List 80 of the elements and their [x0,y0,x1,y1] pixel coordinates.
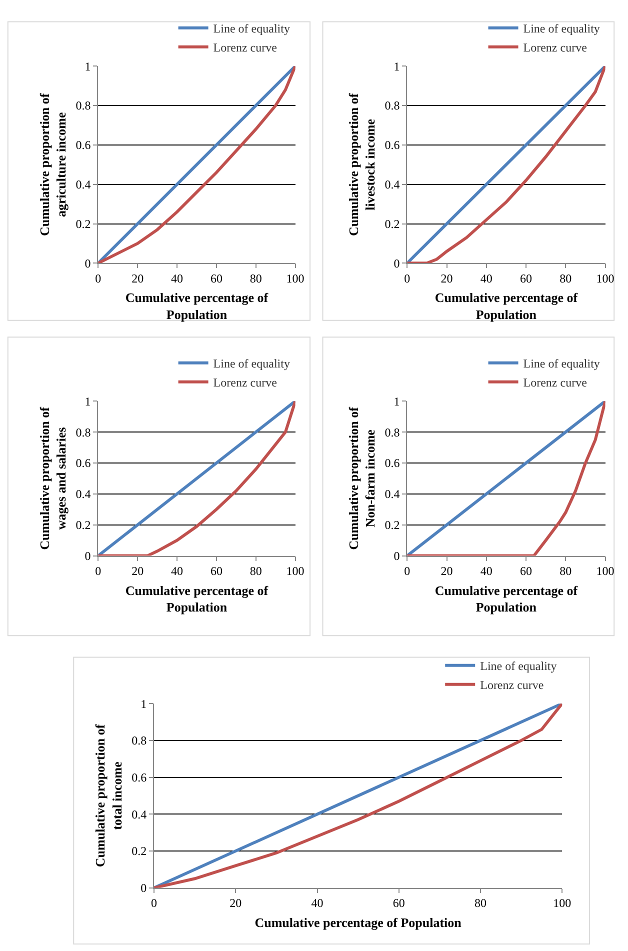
y-tick-label: 0 [84,549,91,563]
x-axis-title: Cumulative percentage of Population [125,582,269,615]
x-tick-label: 40 [311,896,324,910]
x-tick-label: 0 [95,272,102,286]
y-tick-label: 0.4 [76,178,91,192]
y-tick-label: 0 [394,256,400,270]
legend-label: Lorenz curve [523,376,587,390]
y-tick-label: 0.4 [384,487,400,502]
x-tick-label: 20 [132,272,144,286]
y-tick-label: 0 [140,881,147,896]
y-tick-label: 0.6 [384,138,400,152]
y-tick-label: 0.8 [76,425,91,440]
y-tick-label: 0.6 [132,770,147,784]
x-tick-label: 80 [250,564,262,578]
x-tick-label: 20 [440,272,453,286]
x-tick-label: 0 [404,564,410,578]
y-tick-label: 1 [140,696,147,711]
x-tick-label: 100 [596,564,614,578]
y-tick-label: 1 [394,394,400,408]
y-tick-label: 0.4 [132,807,147,822]
y-tick-label: 0 [394,549,400,563]
y-tick-label: 0.6 [76,138,91,152]
y-tick-label: 0.8 [76,98,91,113]
x-axis-title: Cumulative percentage of Population [254,914,462,930]
x-axis-title: Cumulative percentage of Population [434,582,578,615]
y-tick-label: 0.2 [76,518,91,532]
legend-label: Lorenz curve [213,376,277,390]
x-tick-label: 80 [560,272,572,286]
y-tick-label: 0.2 [76,216,91,231]
x-tick-label: 100 [553,896,572,910]
y-axis-title: Cumulative proportion of agriculture income [36,92,69,236]
y-tick-label: 0.4 [76,487,91,502]
y-tick-label: 0.4 [384,178,400,192]
legend-label: Line of equality [523,356,600,371]
x-tick-label: 60 [210,272,222,286]
y-tick-label: 1 [394,59,400,74]
y-tick-label: 0.6 [76,456,91,470]
x-tick-label: 40 [480,272,492,286]
x-tick-label: 60 [520,564,532,578]
x-tick-label: 20 [132,564,144,578]
x-tick-label: 100 [596,272,614,286]
y-tick-label: 0.2 [132,844,147,858]
x-tick-label: 100 [286,272,304,286]
x-tick-label: 40 [480,564,492,578]
y-tick-label: 0.2 [384,518,400,532]
x-tick-label: 40 [171,272,184,286]
x-tick-label: 0 [404,272,410,286]
y-tick-label: 0.2 [384,216,400,231]
x-tick-label: 0 [151,896,158,910]
y-axis-title: Cumulative proportion of Non-farm income [346,406,378,550]
legend-label: Line of equality [213,22,290,36]
x-tick-label: 60 [392,896,405,910]
legend-label: Lorenz curve [523,40,587,55]
y-tick-label: 0.8 [384,425,400,440]
y-tick-label: 0.8 [132,734,147,748]
x-tick-label: 20 [440,564,453,578]
y-tick-label: 1 [84,59,91,74]
legend-label: Line of equality [213,356,290,371]
x-tick-label: 80 [474,896,486,910]
y-tick-label: 0.6 [384,456,400,470]
x-tick-label: 60 [210,564,222,578]
x-tick-label: 0 [95,564,102,578]
y-tick-label: 0.8 [384,98,400,113]
legend-label: Lorenz curve [480,678,544,692]
x-tick-label: 20 [230,896,242,910]
x-tick-label: 80 [250,272,262,286]
y-axis-title: Cumulative proportion of livestock income [346,92,378,236]
y-axis-title: Cumulative proportion of total income [92,724,125,868]
x-tick-label: 80 [560,564,572,578]
y-tick-label: 1 [84,394,91,408]
x-axis-title: Cumulative percentage of Population [434,290,578,322]
x-tick-label: 60 [520,272,532,286]
x-tick-label: 100 [286,564,304,578]
x-tick-label: 40 [171,564,184,578]
legend-label: Line of equality [523,22,600,36]
legend-label: Lorenz curve [213,40,277,55]
y-axis-title: Cumulative proportion of wages and salaries [36,406,69,550]
x-axis-title: Cumulative percentage of Population [125,290,269,322]
legend-label: Line of equality [480,659,557,674]
y-tick-label: 0 [84,256,91,270]
